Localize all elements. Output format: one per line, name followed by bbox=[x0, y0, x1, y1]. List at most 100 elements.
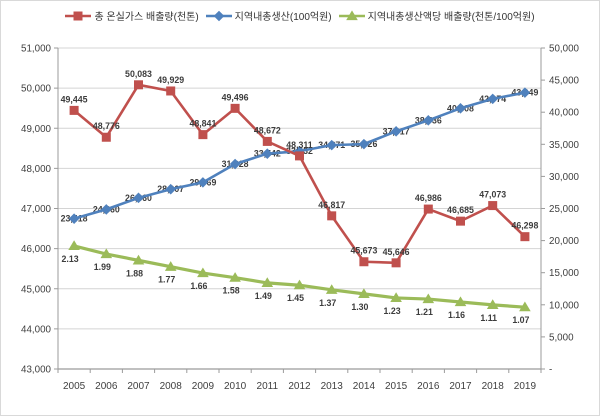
x-axis-tick-label: 2005 bbox=[63, 381, 86, 392]
x-axis-tick-label: 2011 bbox=[257, 381, 279, 392]
diamond-marker-icon bbox=[390, 126, 402, 137]
series-diamond bbox=[68, 87, 531, 224]
x-axis-tick-label: 2010 bbox=[224, 381, 247, 392]
x-axis-tick-label: 2019 bbox=[514, 381, 537, 392]
triangle-marker-icon bbox=[486, 299, 499, 309]
data-label: 48,672 bbox=[254, 125, 281, 135]
right-axis-tick-label: 45,000 bbox=[549, 76, 580, 87]
triangle-legend-marker-icon bbox=[338, 9, 365, 20]
data-label: 45,673 bbox=[350, 246, 377, 256]
x-axis-tick-label: 2017 bbox=[449, 381, 472, 392]
square-marker-icon bbox=[101, 132, 111, 142]
triangle-marker-icon bbox=[358, 288, 370, 298]
left-axis-tick-label: 46,000 bbox=[21, 244, 52, 255]
triangle-marker-icon bbox=[422, 293, 435, 304]
x-axis-tick-label: 2013 bbox=[321, 381, 344, 392]
data-label: 1.30 bbox=[351, 302, 368, 312]
triangle-marker-icon bbox=[229, 272, 241, 282]
left-axis-tick-label: 47,000 bbox=[21, 204, 52, 215]
right-axis-tick-label: 20,000 bbox=[549, 236, 580, 247]
triangle-marker-icon bbox=[197, 267, 209, 278]
legend-item: 지역내총생산(100억원) bbox=[205, 8, 332, 23]
triangle-marker-icon bbox=[390, 292, 402, 303]
data-label: 1.21 bbox=[416, 307, 433, 317]
data-label: 49,496 bbox=[222, 92, 249, 102]
legend-label: 총 온실가스 배출량(천톤) bbox=[94, 12, 199, 23]
x-axis-tick-label: 2007 bbox=[127, 381, 150, 392]
triangle-marker-icon bbox=[100, 248, 113, 259]
legend-item: 지역내총생산액당 배출량(천톤/100억원) bbox=[338, 8, 535, 23]
data-label: 46,986 bbox=[415, 193, 442, 203]
diamond-marker-icon bbox=[229, 158, 241, 170]
legend: 총 온실가스 배출량(천톤) 지역내총생산(100억원) 지역내총생산액당 배출량(… bbox=[1, 8, 599, 23]
square-marker-icon bbox=[456, 216, 465, 226]
left-axis-tick-label: 49,000 bbox=[21, 124, 52, 135]
left-axis-tick-label: 51,000 bbox=[21, 44, 52, 55]
data-label: 2.13 bbox=[62, 254, 79, 264]
data-label: 1.58 bbox=[223, 286, 240, 296]
square-marker-icon bbox=[359, 257, 369, 267]
diamond-marker-icon bbox=[326, 139, 337, 151]
square-marker-icon bbox=[423, 204, 433, 214]
data-label: 1.49 bbox=[255, 291, 272, 301]
data-label: 1.23 bbox=[384, 306, 401, 316]
x-axis-tick-label: 2014 bbox=[353, 381, 376, 392]
data-label: 1.37 bbox=[319, 298, 336, 308]
triangle-marker-icon bbox=[164, 261, 177, 271]
right-axis-tick-label: 25,000 bbox=[549, 204, 580, 215]
square-marker-icon bbox=[166, 86, 176, 96]
square-marker-icon bbox=[262, 136, 272, 146]
diamond-marker-icon bbox=[68, 213, 80, 224]
triangle-marker-icon bbox=[345, 9, 358, 20]
diamond-marker-icon bbox=[487, 93, 498, 105]
data-label: 1.99 bbox=[94, 262, 111, 272]
square-marker-icon bbox=[327, 211, 337, 221]
diamond-marker-icon bbox=[455, 103, 466, 114]
left-axis-tick-label: 43,000 bbox=[21, 365, 52, 376]
left-axis-tick-label: 50,000 bbox=[21, 84, 52, 95]
right-axis-tick-label: 15,000 bbox=[549, 268, 580, 279]
right-axis-tick-label: - bbox=[549, 365, 552, 376]
data-label: 47,073 bbox=[479, 190, 506, 200]
x-axis-tick-label: 2016 bbox=[417, 381, 440, 392]
data-label: 45,646 bbox=[383, 247, 410, 257]
right-axis-tick-label: 40,000 bbox=[549, 108, 580, 119]
series-square bbox=[69, 80, 530, 268]
diamond-marker-icon bbox=[101, 204, 112, 215]
square-marker-icon bbox=[520, 232, 530, 242]
left-axis-tick-label: 44,000 bbox=[21, 324, 52, 335]
square-marker-icon bbox=[198, 130, 208, 140]
square-marker-icon bbox=[295, 151, 304, 161]
right-axis-tick-label: 35,000 bbox=[549, 140, 580, 151]
data-label: 49,445 bbox=[61, 94, 88, 104]
left-axis-tick-label: 48,000 bbox=[21, 164, 52, 175]
right-axis-tick-label: 5,000 bbox=[549, 332, 574, 343]
right-axis-tick-label: 50,000 bbox=[549, 44, 580, 55]
square-marker-icon bbox=[391, 258, 401, 268]
triangle-marker-icon bbox=[132, 254, 145, 265]
legend-label: 지역내총생산액당 배출량(천톤/100억원) bbox=[367, 12, 535, 23]
square-marker-icon bbox=[69, 105, 79, 115]
diamond-marker-icon bbox=[358, 138, 370, 150]
outer-data-labels: 49,445 48,776 50,083 49,929 48,841 49,496 48,6… bbox=[61, 69, 539, 325]
triangle-marker-icon bbox=[68, 240, 80, 251]
square-marker-icon bbox=[73, 11, 83, 20]
square-marker-icon bbox=[134, 80, 143, 90]
diamond-marker-icon bbox=[165, 183, 176, 195]
data-label: 46,298 bbox=[511, 221, 538, 231]
series-triangle bbox=[68, 240, 531, 312]
triangle-marker-icon bbox=[261, 277, 274, 287]
data-label: 1.07 bbox=[512, 315, 529, 325]
triangle-marker-icon bbox=[454, 296, 467, 307]
data-label: 48,841 bbox=[189, 119, 216, 129]
triangle-marker-icon bbox=[293, 279, 306, 290]
data-label: 46,685 bbox=[447, 205, 474, 215]
data-label: 49,929 bbox=[157, 75, 184, 85]
data-label: 1.88 bbox=[126, 268, 143, 278]
x-axis-tick-label: 2015 bbox=[385, 381, 408, 392]
square-marker-icon bbox=[230, 103, 240, 113]
diamond-marker-icon bbox=[262, 148, 273, 159]
diamond-legend-marker-icon bbox=[205, 10, 232, 21]
